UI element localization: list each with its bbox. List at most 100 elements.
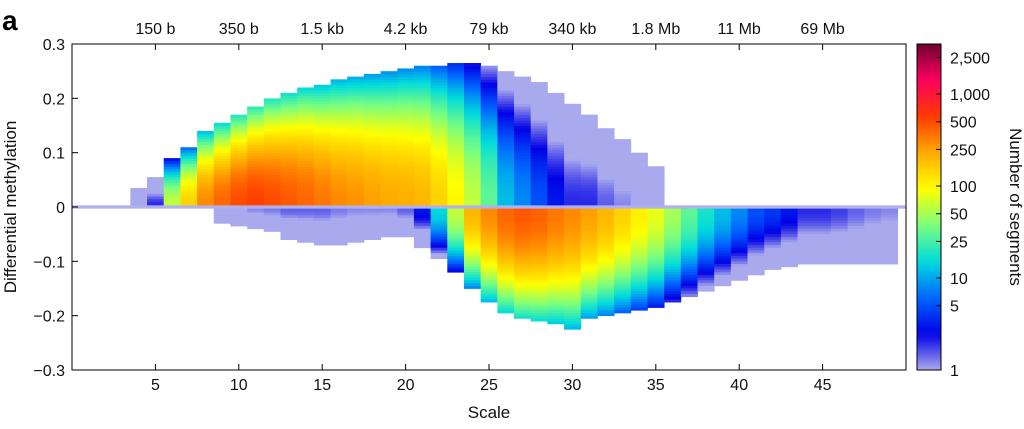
heatmap-cell bbox=[780, 261, 798, 265]
heatmap-cell bbox=[780, 255, 798, 260]
heatmap-cell bbox=[347, 163, 365, 167]
heatmap-cell bbox=[614, 236, 632, 240]
heatmap-cell bbox=[480, 92, 498, 97]
heatmap-cell bbox=[547, 103, 565, 107]
heatmap-cell bbox=[280, 185, 298, 189]
heatmap-cell bbox=[614, 223, 632, 227]
heatmap-cell bbox=[514, 120, 532, 124]
heatmap-cell bbox=[397, 141, 415, 145]
heatmap-cell bbox=[564, 236, 582, 240]
heatmap-cell bbox=[497, 147, 515, 151]
heatmap-cell bbox=[530, 144, 548, 148]
heatmap-cell bbox=[697, 215, 715, 219]
heatmap-cell bbox=[280, 226, 298, 230]
heatmap-cell bbox=[347, 103, 365, 107]
heatmap-cell bbox=[213, 201, 231, 205]
heatmap-cell bbox=[747, 255, 765, 260]
heatmap-cell bbox=[363, 111, 381, 116]
heatmap-cell bbox=[714, 264, 732, 268]
heatmap-cell bbox=[480, 109, 498, 113]
heatmap-cell bbox=[447, 95, 465, 99]
heatmap-cell bbox=[580, 117, 598, 121]
heatmap-cell bbox=[697, 258, 715, 262]
heatmap-cell bbox=[363, 136, 381, 140]
heatmap-cell bbox=[380, 228, 398, 232]
heatmap-cell bbox=[597, 220, 615, 224]
heatmap-cell bbox=[530, 198, 548, 202]
heatmap-cell bbox=[614, 171, 632, 175]
heatmap-cell bbox=[330, 231, 348, 235]
heatmap-cell bbox=[413, 177, 432, 181]
heatmap-cell bbox=[363, 152, 381, 156]
heatmap-cell bbox=[397, 163, 415, 167]
heatmap-cell bbox=[497, 291, 515, 295]
heatmap-cell bbox=[413, 168, 432, 173]
heatmap-cell bbox=[547, 318, 565, 322]
heatmap-cell bbox=[313, 122, 331, 126]
heatmap-cell bbox=[463, 84, 482, 88]
heatmap-cell bbox=[330, 152, 348, 156]
heatmap-cell bbox=[363, 122, 381, 126]
heatmap-cell bbox=[247, 220, 265, 224]
heatmap-cell bbox=[213, 163, 231, 167]
heatmap-cell bbox=[514, 264, 532, 268]
heatmap-cell bbox=[797, 231, 815, 235]
heatmap-cell bbox=[530, 98, 548, 102]
heatmap-cell bbox=[864, 212, 882, 216]
heatmap-cell bbox=[480, 187, 498, 192]
heatmap-cell bbox=[597, 269, 615, 273]
heatmap-cell bbox=[447, 128, 465, 132]
heatmap-cell bbox=[564, 266, 582, 270]
heatmap-cell bbox=[780, 234, 798, 238]
heatmap-cell bbox=[630, 234, 648, 238]
heatmap-cell bbox=[447, 90, 465, 94]
heatmap-cell bbox=[597, 274, 615, 279]
heatmap-cell bbox=[413, 201, 432, 205]
heatmap-cell bbox=[597, 255, 615, 260]
heatmap-cell bbox=[330, 106, 348, 110]
heatmap-cell bbox=[830, 258, 849, 262]
heatmap-cell bbox=[313, 242, 331, 246]
heatmap-cell bbox=[380, 196, 398, 200]
heatmap-cell bbox=[397, 182, 415, 186]
heatmap-cell bbox=[647, 228, 665, 232]
heatmap-cell bbox=[263, 177, 281, 181]
heatmap-cell bbox=[413, 228, 432, 232]
heatmap-cell bbox=[297, 95, 315, 99]
heatmap-cell bbox=[764, 212, 782, 216]
heatmap-cell bbox=[564, 128, 582, 132]
heatmap-cell bbox=[614, 307, 632, 311]
heatmap-cell bbox=[864, 258, 882, 262]
heatmap-cell bbox=[380, 71, 398, 75]
heatmap-cell bbox=[430, 95, 448, 99]
heatmap-cell bbox=[297, 168, 315, 173]
heatmap-cell bbox=[463, 120, 482, 124]
heatmap-cell bbox=[630, 291, 648, 295]
heatmap-cell bbox=[230, 139, 248, 143]
heatmap-cell bbox=[447, 193, 465, 197]
heatmap-cell bbox=[430, 103, 448, 107]
heatmap-cell bbox=[547, 95, 565, 99]
heatmap-cell bbox=[597, 307, 615, 311]
heatmap-cell bbox=[630, 212, 648, 216]
heatmap-cell bbox=[780, 245, 798, 249]
heatmap-cell bbox=[297, 139, 315, 143]
heatmap-cell bbox=[830, 209, 849, 213]
heatmap-cell bbox=[630, 182, 648, 186]
heatmap-cell bbox=[597, 231, 615, 235]
heatmap-cell bbox=[130, 190, 148, 194]
heatmap-cell bbox=[447, 223, 465, 227]
heatmap-cell bbox=[580, 125, 598, 129]
heatmap-cell bbox=[714, 283, 732, 287]
heatmap-cell bbox=[764, 239, 782, 243]
heatmap-cell bbox=[397, 158, 415, 162]
heatmap-cell bbox=[514, 179, 532, 183]
heatmap-cell bbox=[247, 149, 265, 154]
heatmap-cell bbox=[397, 166, 415, 170]
heatmap-cell bbox=[397, 92, 415, 97]
heatmap-cell bbox=[597, 253, 615, 257]
heatmap-cell bbox=[430, 101, 448, 105]
heatmap-cell bbox=[680, 234, 698, 238]
heatmap-cell bbox=[530, 283, 548, 287]
heatmap-cell bbox=[564, 228, 582, 232]
